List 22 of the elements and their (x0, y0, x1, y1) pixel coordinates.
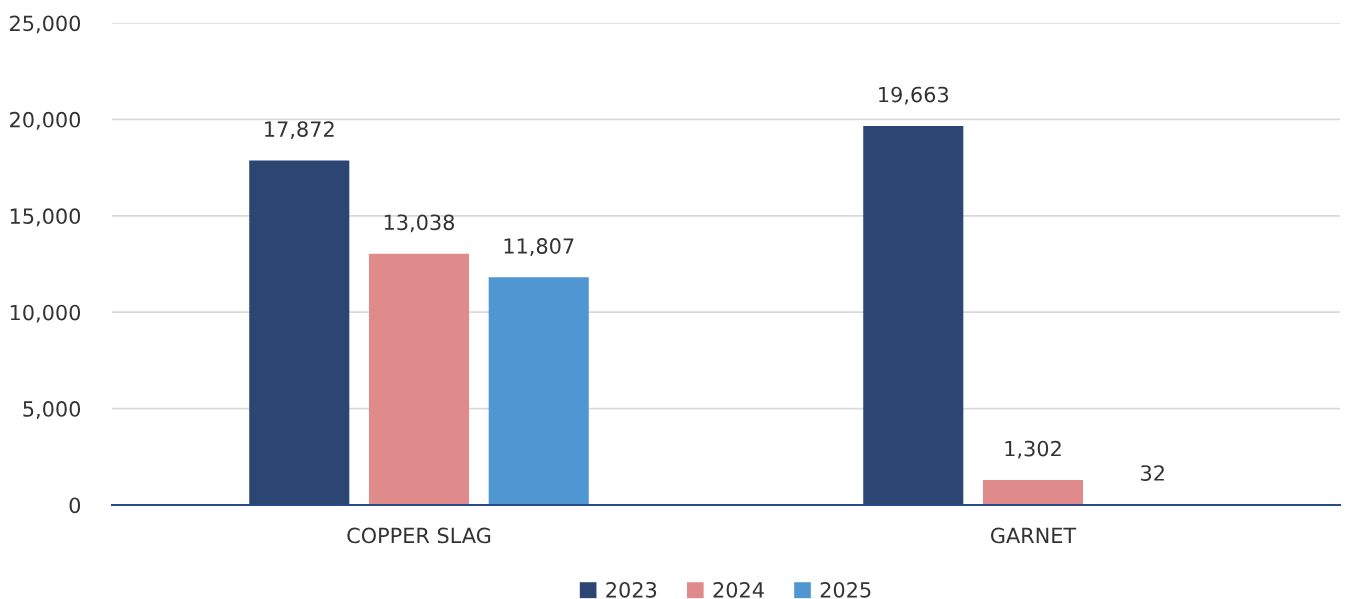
data-label: 13,038 (384, 214, 455, 233)
legend-label: 2023 (606, 581, 657, 598)
y-tick-label: 25,000 (10, 15, 81, 34)
x-tick-label: COPPER SLAG (347, 527, 491, 544)
x-tick-label: GARNET (991, 527, 1077, 544)
y-tick-label: 5,000 (23, 401, 81, 419)
data-label: 11,807 (504, 238, 574, 257)
data-label: 1,302 (1005, 440, 1061, 459)
bar (249, 160, 350, 505)
y-tick-label: 15,000 (10, 208, 81, 227)
bar (982, 479, 1084, 505)
y-tick-label: 0 (69, 497, 81, 514)
legend-label: 2024 (713, 581, 764, 598)
bar (368, 253, 470, 505)
data-label: 17,872 (265, 121, 334, 140)
bar (863, 125, 964, 505)
data-label: 19,663 (879, 86, 949, 105)
legend-label: 2025 (820, 581, 871, 598)
y-tick-label: 20,000 (10, 111, 81, 130)
bar (488, 277, 589, 505)
data-label: 32 (1141, 465, 1164, 481)
y-tick-label: 10,000 (10, 304, 81, 323)
